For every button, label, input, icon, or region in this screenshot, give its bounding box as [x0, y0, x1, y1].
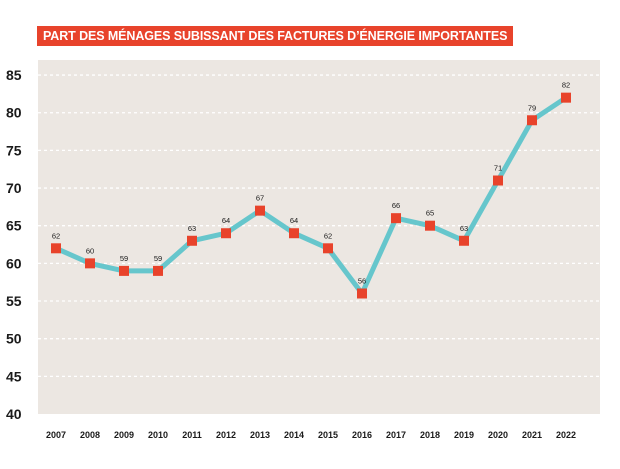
y-tick-label: 65 [6, 218, 22, 234]
x-tick-label: 2008 [80, 430, 100, 440]
gridlines [38, 74, 600, 377]
data-label: 60 [86, 246, 94, 255]
x-tick-label: 2009 [114, 430, 134, 440]
data-point [357, 288, 367, 299]
x-tick-label: 2017 [386, 430, 406, 440]
y-axis: 40 45 50 55 60 65 70 75 80 85 [6, 67, 22, 422]
data-point [493, 175, 503, 186]
data-labels: 62 60 59 59 63 64 67 64 62 56 66 65 63 71 79 82 [52, 81, 570, 286]
data-label: 71 [494, 164, 502, 173]
plot-area [38, 60, 600, 414]
data-label: 62 [52, 231, 60, 240]
data-point [459, 235, 469, 246]
data-label: 66 [392, 201, 400, 210]
x-tick-label: 2018 [420, 430, 440, 440]
data-point [289, 228, 299, 239]
data-point [221, 228, 231, 239]
data-point [561, 92, 571, 103]
data-label: 63 [188, 224, 196, 233]
data-point [255, 205, 265, 216]
data-label: 79 [528, 103, 536, 112]
y-tick-label: 75 [6, 142, 22, 158]
data-label: 62 [324, 231, 332, 240]
x-tick-label: 2014 [284, 430, 304, 440]
series-polyline [53, 95, 569, 296]
data-point [425, 220, 435, 231]
data-label: 64 [290, 216, 298, 225]
x-tick-label: 2011 [182, 430, 202, 440]
x-tick-label: 2019 [454, 430, 474, 440]
y-tick-label: 70 [6, 180, 22, 196]
x-tick-label: 2021 [522, 430, 542, 440]
data-label: 56 [358, 276, 366, 285]
x-tick-label: 2010 [148, 430, 168, 440]
y-tick-label: 80 [6, 105, 22, 121]
x-tick-label: 2022 [556, 430, 576, 440]
data-markers [51, 92, 571, 299]
data-point [85, 258, 95, 269]
x-axis: 2007 2008 2009 2010 2011 2012 2013 2014 2015 2016… [46, 430, 576, 440]
data-label: 65 [426, 209, 434, 218]
data-label: 67 [256, 194, 264, 203]
data-label: 63 [460, 224, 468, 233]
data-point [323, 243, 333, 254]
y-tick-label: 40 [6, 406, 22, 422]
x-tick-label: 2016 [352, 430, 372, 440]
data-point [187, 235, 197, 246]
data-point [391, 213, 401, 224]
data-point [51, 243, 61, 254]
y-tick-label: 50 [6, 331, 22, 347]
data-label: 82 [562, 81, 570, 90]
x-tick-label: 2020 [488, 430, 508, 440]
y-tick-label: 85 [6, 67, 22, 83]
data-label: 59 [120, 254, 128, 263]
x-tick-label: 2015 [318, 430, 338, 440]
y-tick-label: 55 [6, 293, 22, 309]
y-tick-label: 45 [6, 368, 22, 384]
x-tick-label: 2012 [216, 430, 236, 440]
data-point [153, 265, 163, 276]
chart-title: PART DES MÉNAGES SUBISSANT DES FACTURES … [37, 26, 514, 46]
data-label: 59 [154, 254, 162, 263]
y-tick-label: 60 [6, 255, 22, 271]
series-line [53, 95, 569, 296]
x-tick-label: 2007 [46, 430, 66, 440]
data-point [527, 115, 537, 126]
data-point [119, 265, 129, 276]
data-label: 64 [222, 216, 230, 225]
x-tick-label: 2013 [250, 430, 270, 440]
